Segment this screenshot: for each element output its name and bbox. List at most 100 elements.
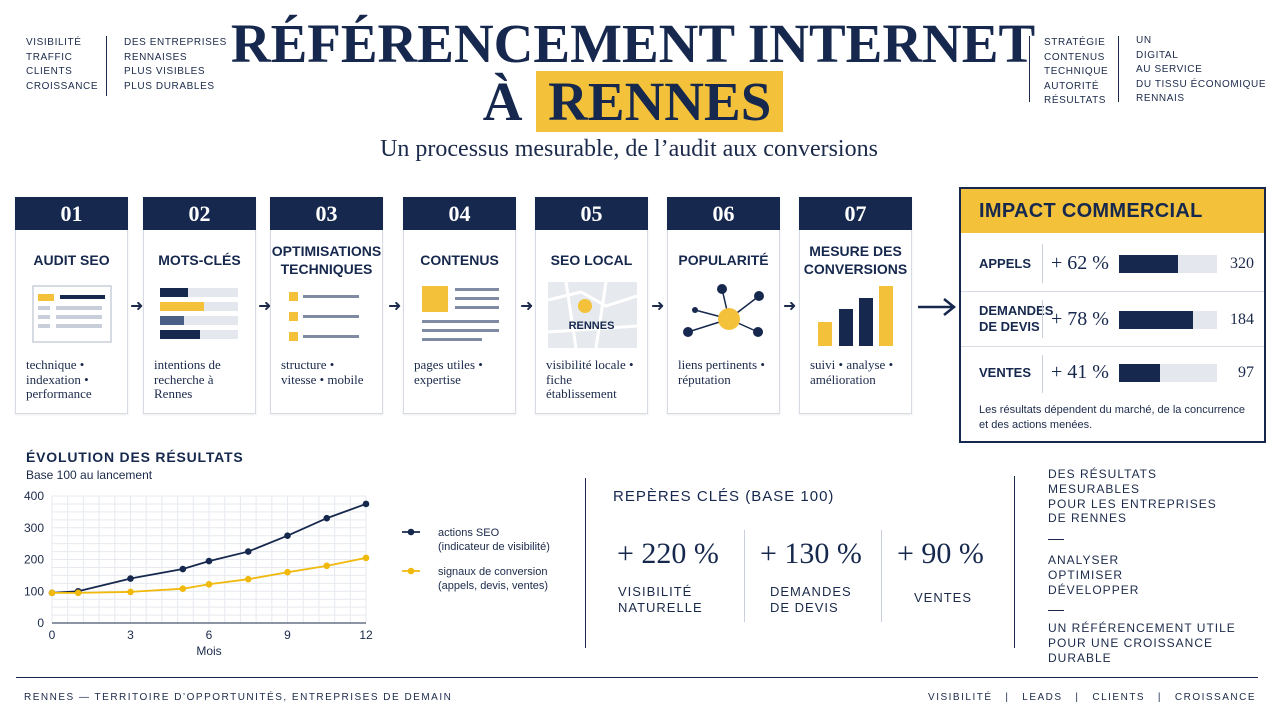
x-tick-label: 12 [359, 628, 373, 642]
footer-separator: | [1066, 692, 1089, 703]
data-point [244, 575, 252, 583]
arrow-right-icon: ➜ [520, 298, 534, 315]
impact-value: 320 [1230, 255, 1254, 272]
header-right-col1: STRATÉGIE CONTENUS TECHNIQUE AUTORITÉ RÉ… [1044, 36, 1108, 109]
network-icon [668, 282, 779, 348]
arrow-right-icon: ➜ [258, 298, 272, 315]
footer-tagline: RENNES — TERRITOIRE D’OPPORTUNITÉS, ENTR… [24, 692, 453, 703]
header-keyword: VISIBILITÉ [26, 37, 82, 48]
data-point [205, 557, 213, 565]
impact-bar [1119, 311, 1217, 329]
step-number: 05 [535, 197, 648, 230]
step-title: OPTIMISATIONS TECHNIQUES [271, 243, 382, 277]
data-point [323, 514, 331, 522]
divider [1042, 355, 1043, 393]
impact-bar-fill [1119, 311, 1193, 329]
legend-label-line: actions SEO [438, 527, 500, 539]
right-statement: UN RÉFÉRENCEMENT UTILE POUR UNE CROISSAN… [1048, 621, 1236, 665]
arrow-right-icon: ➜ [388, 298, 402, 315]
header-tagline: AU SERVICE [1136, 64, 1203, 75]
impact-label: VENTES [979, 365, 1032, 380]
impact-label: APPELS [979, 256, 1032, 271]
header-divider [1118, 36, 1119, 102]
legend-label: actions SEO (indicateur de visibilité) [438, 527, 550, 553]
impact-label: DEMANDES DE DEVIS [979, 303, 1054, 334]
data-point [48, 589, 56, 597]
legend-label: signaux de conversion (appels, devis, ven… [438, 566, 548, 592]
divider [1042, 300, 1043, 338]
impact-title: IMPACT COMMERCIAL [961, 189, 1264, 233]
step-title: AUDIT SEO [33, 252, 110, 268]
step-number: 01 [15, 197, 128, 230]
step-description: intentions de recherche à Rennes [154, 357, 221, 401]
data-point [127, 575, 134, 582]
data-point [244, 548, 252, 555]
title-highlight: RENNES [536, 71, 784, 132]
right-statement: ANALYSER OPTIMISER DÉVELOPPER [1048, 553, 1140, 597]
repere-value: + 220 % [617, 537, 719, 570]
arrow-right-icon: ➜ [130, 298, 144, 315]
footer-keyword: VISIBILITÉ [928, 692, 993, 703]
header-divider [1029, 36, 1030, 102]
impact-row: DEMANDES DE DEVIS + 78 % 184 [961, 291, 1264, 346]
repere-value: + 130 % [760, 537, 862, 570]
step-description: pages utiles • expertise [414, 357, 483, 387]
process-step: 03 OPTIMISATIONS TECHNIQUES structure • … [270, 197, 383, 414]
footer-separator: | [996, 692, 1018, 703]
data-point [179, 565, 187, 573]
process-step: 06 POPULARITÉ liens pertinents • réputat… [667, 197, 780, 414]
y-tick-label: 300 [24, 521, 44, 535]
step-number: 06 [667, 197, 780, 230]
arrow-right-icon: ➜ [651, 298, 665, 315]
legend-label-line: (appels, devis, ventes) [438, 580, 548, 592]
reperes-title: REPÈRES CLÉS (BASE 100) [613, 488, 835, 505]
data-point [362, 554, 370, 562]
data-point [284, 532, 291, 539]
data-point [205, 580, 213, 588]
footer-keyword: CROISSANCE [1174, 692, 1256, 703]
map-pin-icon: RENNES [536, 281, 647, 349]
step-description: suivi • analyse • amélioration [810, 357, 894, 387]
legend-marker [407, 567, 415, 575]
step-title: SEO LOCAL [550, 252, 633, 268]
header-tagline: PLUS DURABLES [124, 80, 215, 92]
footer-divider [16, 677, 1258, 678]
data-point [284, 568, 291, 576]
impact-bar-fill [1119, 255, 1178, 273]
step-number: 04 [403, 197, 516, 230]
map-label: RENNES [568, 320, 615, 332]
header-keyword: CLIENTS [26, 66, 73, 77]
impact-percent: + 78 % [1051, 308, 1109, 330]
page-subtitle: Un processus mesurable, de l’audit aux c… [380, 136, 878, 162]
divider [744, 530, 745, 622]
y-tick-label: 100 [24, 584, 44, 598]
step-description: liens pertinents • réputation [678, 357, 765, 387]
impact-bar [1119, 364, 1217, 382]
footer-nav: VISIBILITÉ | LEADS | CLIENTS | CROISSANC… [928, 692, 1256, 703]
arrow-right-icon: ➜ [783, 298, 797, 315]
y-tick-label: 0 [37, 616, 44, 630]
step-title: MOTS-CLÉS [158, 252, 241, 268]
checklist-icon [271, 282, 382, 348]
header-keyword: AUTORITÉ [1044, 80, 1100, 92]
legend-label-line: (indicateur de visibilité) [438, 541, 550, 553]
impact-percent: + 41 % [1051, 361, 1109, 383]
chart-subtitle: Base 100 au lancement [26, 468, 153, 482]
data-point [362, 500, 370, 508]
section-divider [585, 478, 586, 648]
impact-value: 184 [1230, 311, 1254, 328]
impact-row: VENTES + 41 % 97 [961, 346, 1264, 401]
header-tagline: PLUS VISIBLES [124, 66, 206, 77]
line-chart: 0 100 200 300 400 0 3 6 9 12 Mois actions SEO (indic… [24, 489, 550, 658]
data-point [127, 588, 134, 596]
divider [1042, 244, 1043, 283]
process-step: 01 AUDIT SEO technique • indexation • pe… [15, 197, 128, 414]
data-point [323, 562, 331, 570]
divider [1048, 539, 1064, 540]
bar-growth-icon [800, 282, 911, 348]
y-tick-label: 200 [24, 553, 44, 567]
repere-value: + 90 % [897, 537, 984, 570]
header-tagline: RENNAIS [1136, 93, 1185, 104]
header-left-col2: DES ENTREPRISES RENNAISES PLUS VISIBLES … [124, 36, 227, 94]
divider [881, 530, 882, 622]
